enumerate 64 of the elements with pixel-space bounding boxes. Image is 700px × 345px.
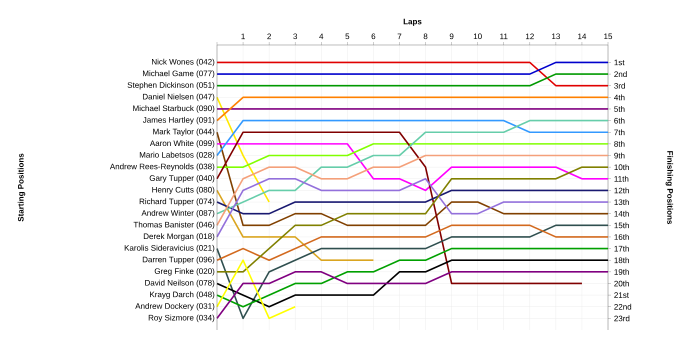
- x-tick-label: 12: [526, 34, 534, 40]
- x-tick-label: 1: [241, 34, 245, 40]
- y-tick-label: 23rd: [614, 315, 630, 322]
- y-tick-label: 9th: [614, 152, 624, 158]
- x-tick-label: 9: [450, 33, 454, 40]
- series-label: Karolis Sideravicius (021): [124, 244, 214, 252]
- x-tick-label: 8: [424, 33, 428, 40]
- series-label: Roy Sizmore (034): [148, 314, 214, 322]
- x-tick-label: 7: [398, 34, 402, 40]
- x-tick-label: 4: [319, 34, 324, 40]
- y-tick-label: 3rd: [614, 82, 625, 89]
- series-label: Greg Finke (020): [154, 268, 214, 276]
- x-tick-label: 3: [293, 33, 298, 40]
- x-axis-title: Laps: [404, 18, 422, 26]
- y-tick-label: 11th: [614, 176, 628, 182]
- series-label: Stephen Dickinson (051): [128, 82, 214, 90]
- series-label: Andrew Winter (087): [141, 210, 214, 218]
- x-tick-label: 6: [372, 33, 376, 40]
- y-tick-label: 14th: [614, 210, 629, 217]
- series-label: Nick Wones (042): [152, 58, 214, 66]
- series-label: Mark Taylor (044): [153, 128, 214, 136]
- y-tick-label: 6th: [614, 118, 624, 124]
- x-tick-label: 10: [474, 33, 482, 40]
- series-label: Daniel Nielsen (047): [142, 94, 214, 102]
- series-label: Mario Labetsos (028): [140, 152, 214, 160]
- series-label: Aaron White (099): [150, 140, 214, 148]
- y-tick-label: 1st: [614, 60, 624, 66]
- y-tick-label: 4th: [614, 94, 624, 100]
- y-tick-label: 19th: [614, 268, 629, 275]
- x-tick-label: 11: [500, 34, 508, 40]
- y-tick-label: 2nd: [614, 71, 627, 78]
- y-tick-label: 16th: [614, 234, 629, 240]
- series-label: David Neilson (078): [145, 280, 214, 288]
- x-tick-label: 13: [552, 33, 560, 40]
- y-tick-label: 12th: [614, 187, 629, 194]
- y-tick-label: 7th: [614, 129, 624, 136]
- series-label: James Hartley (091): [142, 116, 214, 124]
- y-tick-label: 22nd: [614, 304, 632, 310]
- series-label: Richard Tupper (074): [140, 198, 214, 206]
- y-tick-label: 10th: [614, 164, 629, 170]
- series-label: Andrew Dockery (031): [135, 303, 214, 310]
- y-tick-label: 21st: [614, 292, 629, 298]
- y-tick-label: 17th: [614, 246, 629, 252]
- y-tick-label: 5th: [614, 106, 624, 112]
- y-tick-label: 13th: [614, 199, 629, 205]
- y-tick-label: 15th: [614, 222, 629, 228]
- series-label: Michael Game (077): [142, 70, 214, 78]
- y-axis-title: Finishing Positions: [666, 151, 674, 224]
- series-label: Andrew Rees-Reynolds (038): [110, 163, 214, 171]
- x-tick-label: 14: [578, 34, 586, 40]
- series-label: Derek Morgan (018): [144, 233, 214, 241]
- y-tick-label: 20th: [614, 280, 629, 286]
- y-tick-label: 18th: [614, 257, 629, 264]
- series-label: Thomas Banister (046): [134, 222, 214, 230]
- series-label: Darren Tupper (096): [142, 256, 214, 264]
- series-label: Henry Cutts (080): [152, 186, 214, 194]
- x-tick-label: 5: [345, 34, 350, 40]
- x-tick-label: 2: [267, 34, 271, 40]
- x-tick-label: 15: [604, 34, 612, 40]
- series-label: Michael Starbuck (090): [133, 105, 214, 113]
- y-tick-label: 8th: [614, 140, 624, 147]
- text: Starting Positions: [18, 154, 26, 222]
- series-label: Gary Tupper (040): [150, 175, 214, 183]
- series-label: Krayg Darch (048): [150, 291, 214, 299]
